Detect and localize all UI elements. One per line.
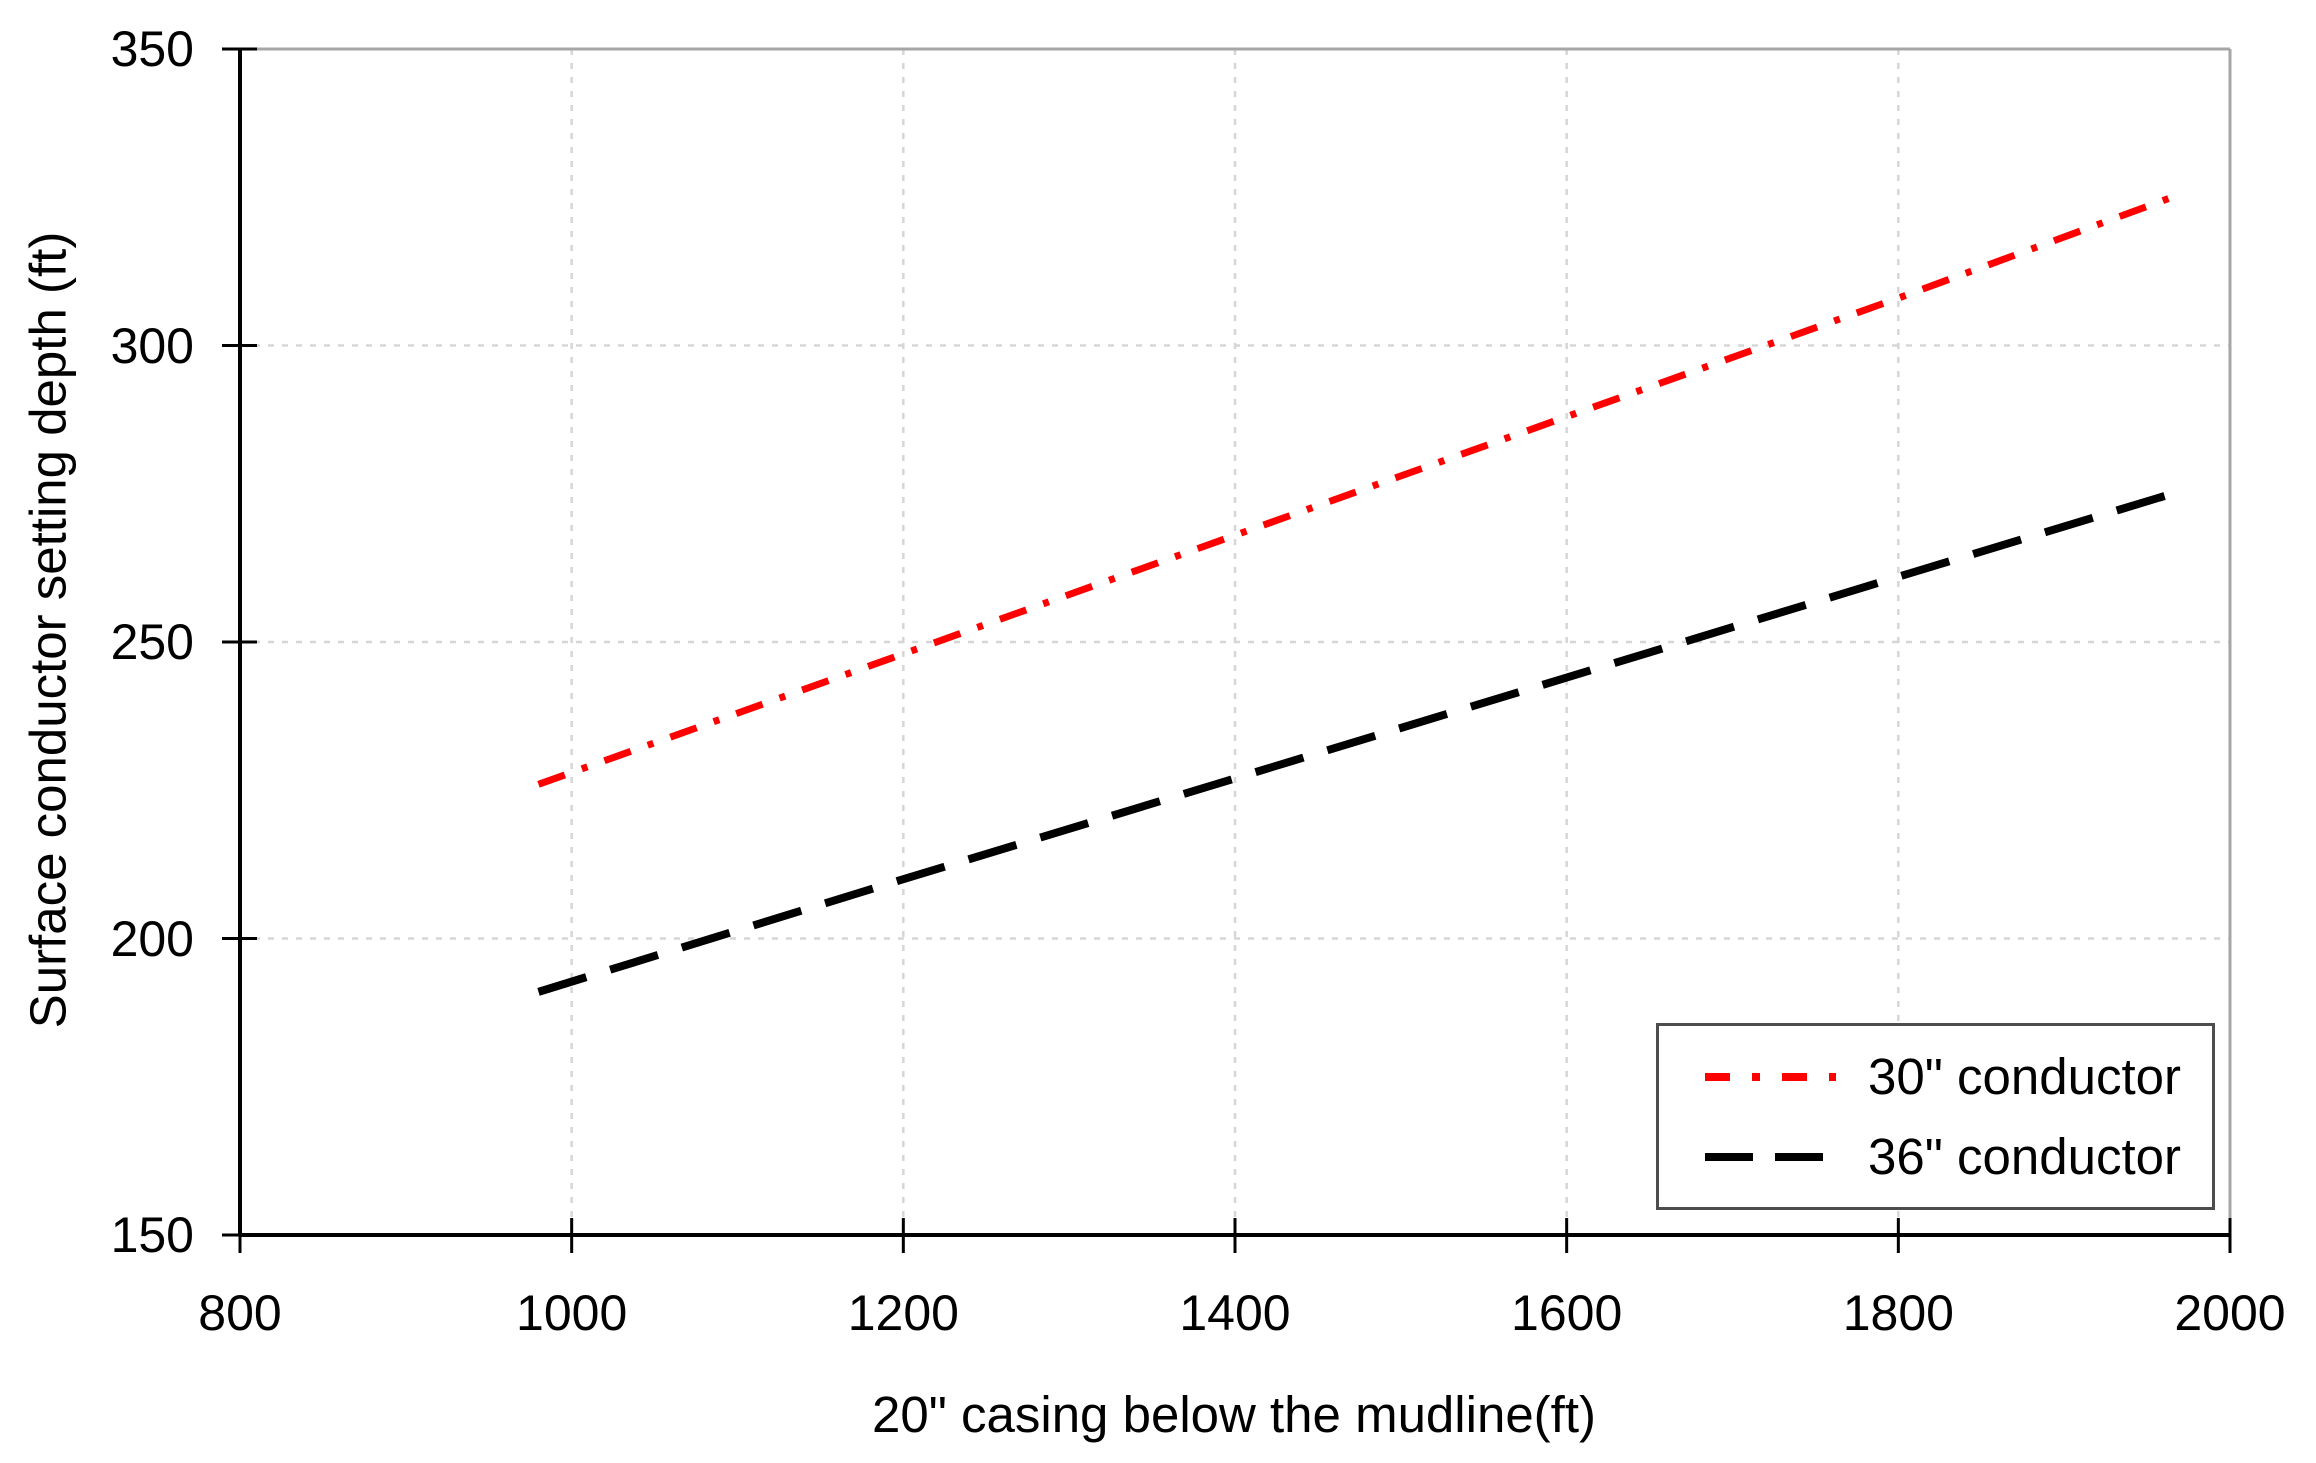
y-tick-label-300: 300 — [110, 317, 194, 374]
y-axis-title: Surface conductor setting depth (ft) — [19, 231, 77, 1029]
x-tick-label-1800: 1800 — [1842, 1285, 1954, 1341]
series-line-0 — [537, 193, 2174, 788]
legend: 30" conductor 36" conductor — [1656, 1023, 2215, 1210]
x-tick-label-800: 800 — [198, 1285, 282, 1341]
x-axis-title: 20" casing below the mudline(ft) — [872, 1386, 1596, 1443]
y-tick-label-350: 350 — [110, 21, 194, 77]
x-tick-label-1600: 1600 — [1511, 1285, 1623, 1341]
y-tick-label-200: 200 — [110, 910, 194, 967]
series-line-1 — [537, 489, 2174, 996]
x-tick-label-1000: 1000 — [516, 1285, 628, 1341]
legend-line-sample-36-conductor — [1705, 1152, 1836, 1161]
legend-label-30-conductor: 30" conductor — [1868, 1048, 2181, 1105]
legend-label-36-conductor: 36" conductor — [1868, 1128, 2181, 1185]
y-tick-label-250: 250 — [110, 614, 194, 670]
x-tick-label-1400: 1400 — [1179, 1285, 1291, 1341]
x-tick-label-2000: 2000 — [2174, 1285, 2286, 1341]
legend-item-30-conductor: 30" conductor — [1703, 1047, 2212, 1106]
legend-line-sample-30-conductor — [1705, 1072, 1836, 1081]
x-tick-label-1200: 1200 — [847, 1285, 959, 1341]
y-tick-label-150: 150 — [110, 1207, 194, 1263]
legend-item-36-conductor: 36" conductor — [1703, 1127, 2212, 1186]
